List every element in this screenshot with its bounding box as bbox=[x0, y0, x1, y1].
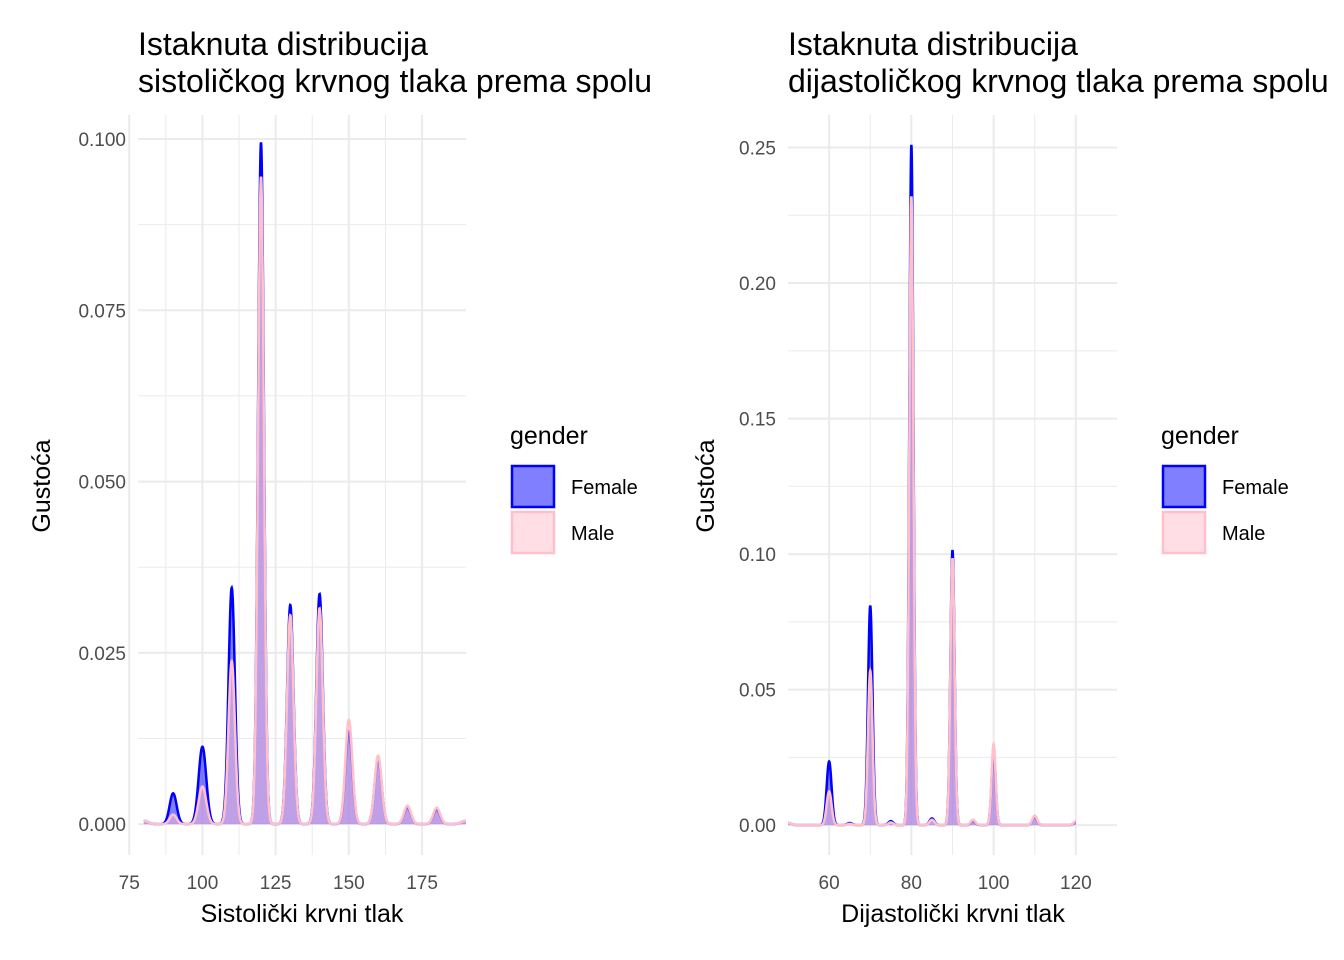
y-tick-label: 0.075 bbox=[78, 301, 126, 322]
diastolic-density-areas bbox=[787, 144, 1076, 827]
legend-label-female: Female bbox=[1222, 477, 1289, 499]
systolic-title-line2: sistoličkog krvnog tlaka prema spolu bbox=[138, 63, 652, 99]
female-density-line bbox=[787, 144, 1076, 827]
diastolic-x-axis-label: Dijastolički krvni tlak bbox=[841, 900, 1065, 928]
diastolic-legend: gender Female Male bbox=[1161, 422, 1289, 555]
diastolic-y-ticks: 0.00 0.05 0.10 0.15 0.20 0.25 bbox=[739, 139, 776, 838]
systolic-x-axis-label: Sistolički krvni tlak bbox=[201, 900, 404, 928]
legend-label-male: Male bbox=[571, 523, 614, 545]
female-density-area bbox=[788, 144, 1076, 826]
x-tick-label: 60 bbox=[819, 873, 840, 894]
y-tick-label: 0.00 bbox=[739, 816, 776, 837]
x-tick-label: 150 bbox=[333, 873, 365, 894]
y-tick-label: 0.10 bbox=[739, 545, 776, 566]
diastolic-title-line1: Istaknuta distribucija bbox=[788, 26, 1078, 62]
female-density-area bbox=[143, 142, 467, 825]
systolic-y-axis-label: Gustoća bbox=[28, 439, 56, 532]
y-tick-label: 0.050 bbox=[78, 473, 126, 494]
y-tick-label: 0.15 bbox=[739, 410, 776, 431]
systolic-density-areas bbox=[143, 142, 467, 826]
x-tick-label: 75 bbox=[119, 873, 140, 894]
x-tick-label: 100 bbox=[978, 873, 1010, 894]
legend-key-female bbox=[1161, 464, 1207, 509]
x-tick-label: 120 bbox=[1060, 873, 1092, 894]
diastolic-x-ticks: 60 80 100 120 bbox=[819, 873, 1092, 894]
legend-key-male bbox=[1161, 510, 1207, 555]
female-density-line bbox=[143, 142, 467, 826]
y-tick-label: 0.100 bbox=[78, 130, 126, 151]
systolic-legend-title: gender bbox=[510, 422, 588, 450]
y-tick-label: 0.20 bbox=[739, 274, 776, 295]
systolic-legend: gender Female Male bbox=[510, 422, 638, 555]
systolic-y-ticks: 0.000 0.025 0.050 0.075 0.100 bbox=[78, 130, 126, 836]
x-tick-label: 80 bbox=[901, 873, 922, 894]
male-density-area bbox=[143, 176, 467, 825]
y-tick-label: 0.025 bbox=[78, 644, 126, 665]
x-tick-label: 175 bbox=[406, 873, 438, 894]
systolic-panel: Istaknuta distribucija sistoličkog krvno… bbox=[28, 26, 652, 928]
systolic-title-line1: Istaknuta distribucija bbox=[138, 26, 428, 62]
y-tick-label: 0.25 bbox=[739, 139, 776, 160]
male-density-area bbox=[788, 196, 1076, 826]
male-density-line bbox=[143, 176, 467, 826]
diastolic-legend-title: gender bbox=[1161, 422, 1239, 450]
y-tick-label: 0.05 bbox=[739, 681, 776, 702]
male-density-line bbox=[787, 196, 1076, 827]
y-tick-label: 0.000 bbox=[78, 815, 126, 836]
legend-label-male: Male bbox=[1222, 523, 1265, 545]
diastolic-y-axis-label: Gustoća bbox=[692, 439, 720, 532]
diastolic-title-line2: dijastoličkog krvnog tlaka prema spolu bbox=[788, 63, 1329, 99]
legend-key-male bbox=[510, 510, 556, 555]
diastolic-panel: Istaknuta distribucija dijastoličkog krv… bbox=[692, 26, 1329, 928]
legend-key-female bbox=[510, 464, 556, 509]
x-tick-label: 125 bbox=[260, 873, 292, 894]
legend-label-female: Female bbox=[571, 477, 638, 499]
systolic-x-ticks: 75 100 125 150 175 bbox=[119, 873, 438, 894]
x-tick-label: 100 bbox=[187, 873, 219, 894]
systolic-grid bbox=[128, 115, 466, 855]
